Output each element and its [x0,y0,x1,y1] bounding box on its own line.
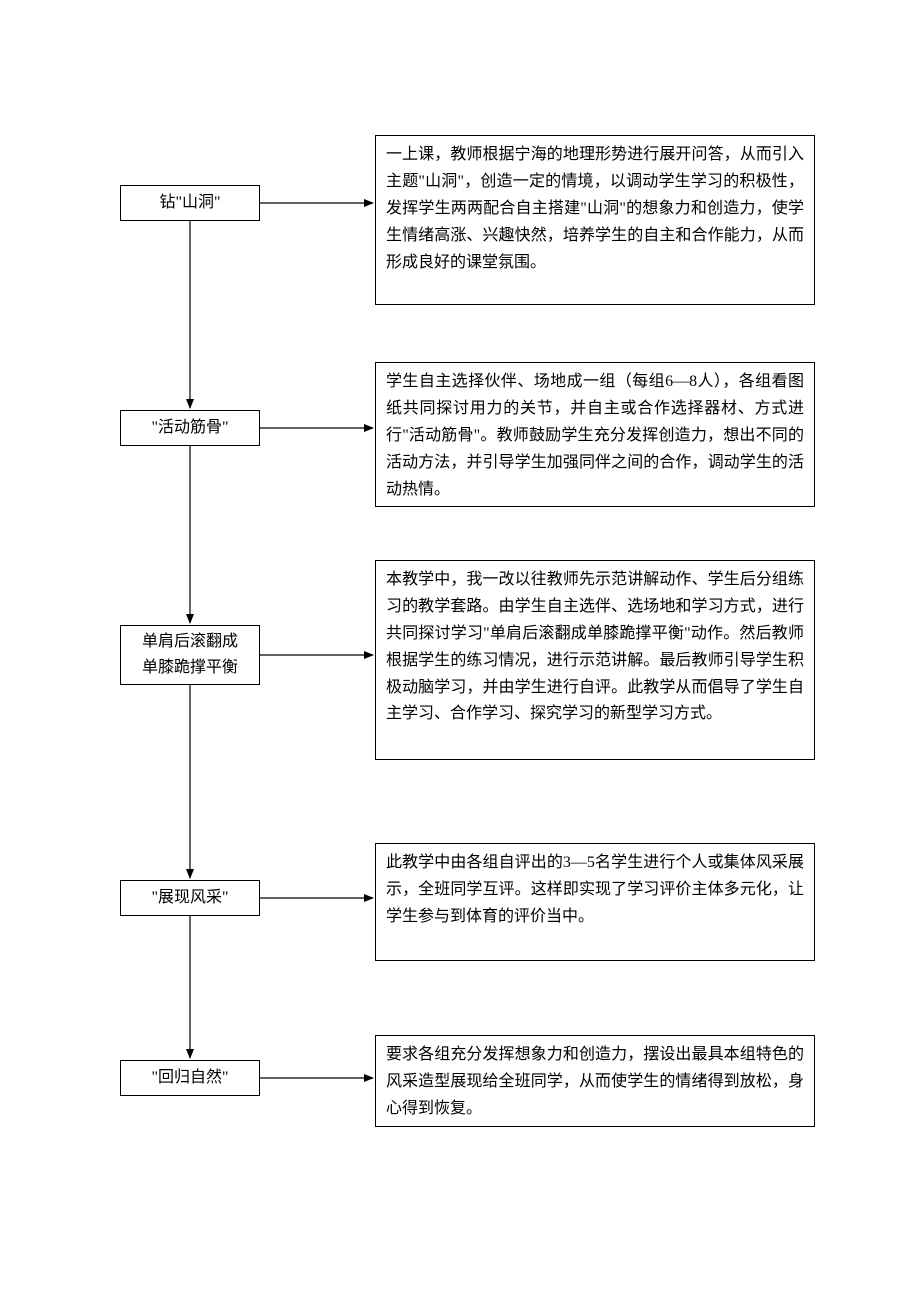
arrows-layer [0,0,920,1302]
flowchart-page: 钻"山洞" 一上课，教师根据宁海的地理形势进行展开问答，从而引入主题"山洞"，创… [0,0,920,1302]
